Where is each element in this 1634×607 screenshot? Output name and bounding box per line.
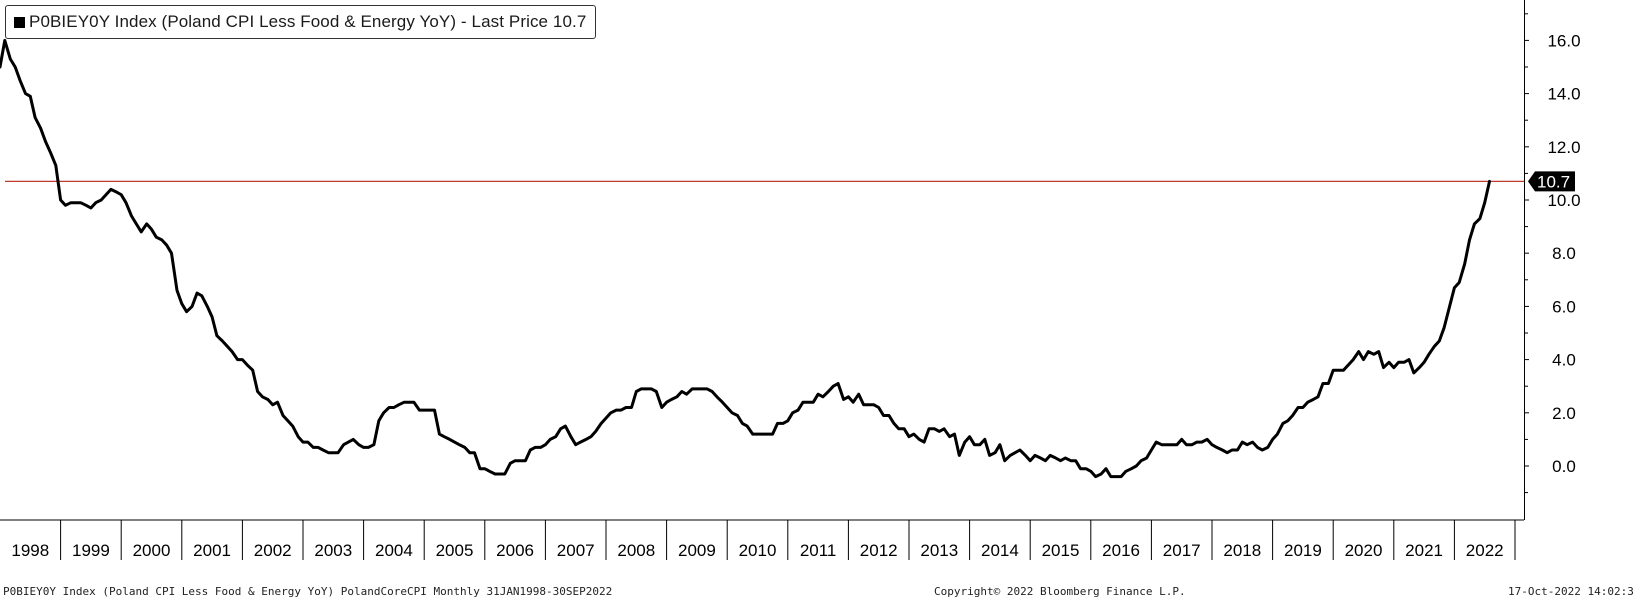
last-price-label: 10.7 <box>1537 172 1570 191</box>
axes: 1998 1999 2000 2001 2002 2003 2004 2005 2006 2007… <box>0 0 1581 560</box>
last-price-tag <box>1528 171 1575 192</box>
x-tick-label: 2003 <box>314 541 352 560</box>
x-tick-label: 2009 <box>678 541 716 560</box>
x-tick-label: 2021 <box>1405 541 1443 560</box>
footer-timestamp: 17-Oct-2022 14:02:31 <box>1508 585 1634 598</box>
x-tick-label: 2016 <box>1102 541 1140 560</box>
x-tick-label: 2005 <box>436 541 474 560</box>
last-price-tag-group: 10.7 <box>1528 171 1575 192</box>
x-tick-label: 2010 <box>739 541 777 560</box>
x-tick-label: 2015 <box>1042 541 1080 560</box>
x-tick-label: 2014 <box>981 541 1019 560</box>
y-tick-label: 2.0 <box>1552 404 1576 423</box>
y-tick-label: 12.0 <box>1547 138 1580 157</box>
x-tick-label: 2007 <box>557 541 595 560</box>
y-tick-label: 16.0 <box>1547 31 1580 50</box>
x-tick-label: 2002 <box>254 541 292 560</box>
x-tick-label: 2000 <box>133 541 171 560</box>
series-line <box>0 38 1491 479</box>
x-tick-label: 1999 <box>72 541 110 560</box>
x-tick-label: 2013 <box>920 541 958 560</box>
x-tick-label: 2022 <box>1466 541 1504 560</box>
y-tick-label: 4.0 <box>1552 351 1576 370</box>
y-tick-label: 6.0 <box>1552 297 1576 316</box>
x-tick-label: 2020 <box>1345 541 1383 560</box>
y-tick-label: 10.0 <box>1547 191 1580 210</box>
legend: P0BIEY0Y Index (Poland CPI Less Food & E… <box>5 5 597 39</box>
x-tick-label: 2001 <box>193 541 231 560</box>
x-tick-label: 2012 <box>860 541 898 560</box>
x-tick-label: 2008 <box>617 541 655 560</box>
series-group <box>0 38 1491 479</box>
x-tick-label: 2011 <box>800 541 837 560</box>
x-tick-label: 2019 <box>1284 541 1322 560</box>
y-tick-label: 14.0 <box>1547 85 1580 104</box>
x-tick-label: 2004 <box>375 541 413 560</box>
y-tick-label: 0.0 <box>1552 457 1576 476</box>
footer-copyright: Copyright© 2022 Bloomberg Finance L.P. <box>934 585 1186 598</box>
y-tick-label: 8.0 <box>1552 244 1576 263</box>
legend-swatch <box>14 16 25 28</box>
x-tick-label: 2017 <box>1163 541 1201 560</box>
x-tick-label: 2006 <box>496 541 534 560</box>
x-tick-label: 2018 <box>1223 541 1261 560</box>
x-tick-label: 1998 <box>11 541 49 560</box>
footer-source: P0BIEY0Y Index (Poland CPI Less Food & E… <box>3 585 613 598</box>
legend-text: P0BIEY0Y Index (Poland CPI Less Food & E… <box>29 12 587 31</box>
